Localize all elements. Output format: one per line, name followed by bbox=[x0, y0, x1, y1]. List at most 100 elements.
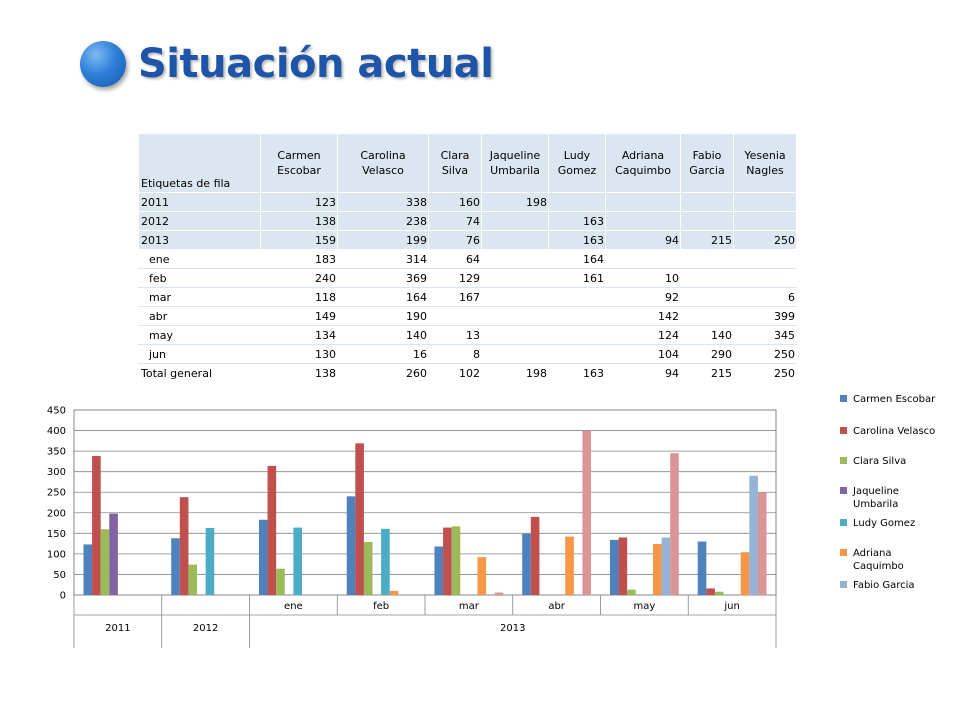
table-cell: 94 bbox=[605, 230, 681, 250]
bar[interactable] bbox=[451, 526, 461, 595]
bar[interactable] bbox=[618, 537, 628, 595]
table-cell: 238 bbox=[337, 211, 429, 231]
bar[interactable] bbox=[188, 564, 198, 595]
legend-entry[interactable]: Carmen Escobar bbox=[840, 394, 936, 405]
bar-chart: 0 50 100 150 200 250 300 350 400 450 ene feb mar abr m… bbox=[47, 394, 936, 648]
bar[interactable] bbox=[627, 589, 636, 595]
bar[interactable] bbox=[381, 528, 390, 595]
bar[interactable] bbox=[434, 546, 444, 595]
bar[interactable] bbox=[697, 541, 707, 595]
table-cell: 140 bbox=[680, 325, 734, 345]
bar[interactable] bbox=[83, 544, 93, 595]
y-tick-label: 0 bbox=[60, 591, 66, 602]
row-label[interactable]: feb bbox=[138, 268, 261, 288]
table-cell: 290 bbox=[680, 344, 734, 364]
table-cell bbox=[680, 211, 734, 231]
column-header[interactable]: Jaqueline Umbarila bbox=[481, 133, 549, 193]
bar[interactable] bbox=[363, 541, 373, 595]
legend-label: Jaqueline bbox=[852, 486, 899, 497]
legend-label: Umbarila bbox=[853, 499, 898, 510]
bar[interactable] bbox=[477, 557, 487, 595]
y-tick-label: 150 bbox=[47, 529, 66, 540]
table-cell bbox=[548, 192, 606, 212]
legend-entry[interactable]: Jaqueline Umbarila bbox=[840, 486, 899, 510]
bar[interactable] bbox=[267, 465, 277, 595]
bar[interactable] bbox=[530, 516, 540, 595]
bar[interactable] bbox=[494, 592, 504, 595]
table-cell bbox=[733, 192, 797, 212]
table-row: Total general 138 260 102 198 163 94 215 250 bbox=[138, 363, 797, 383]
bar[interactable] bbox=[276, 568, 285, 595]
bar[interactable] bbox=[179, 497, 189, 595]
bar[interactable] bbox=[443, 527, 452, 595]
bar[interactable] bbox=[706, 588, 715, 595]
row-label[interactable]: ene bbox=[138, 249, 261, 269]
legend-swatch bbox=[840, 395, 847, 402]
row-label[interactable]: 2012 bbox=[138, 211, 261, 231]
bar[interactable] bbox=[661, 537, 671, 595]
table-cell bbox=[605, 211, 681, 231]
bar[interactable] bbox=[171, 538, 180, 595]
bar[interactable] bbox=[100, 529, 110, 595]
table-cell: 164 bbox=[337, 287, 429, 307]
legend-entry[interactable]: Clara Silva bbox=[840, 456, 906, 467]
table-cell bbox=[680, 287, 734, 307]
legend-entry[interactable]: Adriana Caquimbo bbox=[840, 548, 904, 572]
bar[interactable] bbox=[565, 536, 574, 595]
table-cell bbox=[680, 306, 734, 326]
row-label[interactable]: abr bbox=[138, 306, 261, 326]
row-label[interactable]: Total general bbox=[138, 363, 261, 383]
bar[interactable] bbox=[389, 590, 399, 595]
bar[interactable] bbox=[714, 591, 724, 595]
bar[interactable] bbox=[670, 453, 679, 595]
table-cell bbox=[605, 249, 681, 269]
column-header[interactable]: Carmen Escobar bbox=[260, 133, 338, 193]
table-header-row: Etiquetas de fila Carmen Escobar Carolin… bbox=[138, 133, 797, 193]
table-cell: 198 bbox=[481, 192, 549, 212]
column-header[interactable]: Clara Silva bbox=[428, 133, 482, 193]
column-header[interactable]: Yesenia Nagles bbox=[733, 133, 797, 193]
legend-swatch bbox=[840, 487, 847, 494]
table-cell: 314 bbox=[337, 249, 429, 269]
table-cell bbox=[680, 192, 734, 212]
bar[interactable] bbox=[740, 552, 750, 595]
legend-entry[interactable]: Fabio Garcia bbox=[840, 580, 915, 591]
bar[interactable] bbox=[522, 533, 531, 595]
row-label[interactable]: mar bbox=[138, 287, 261, 307]
table-cell bbox=[733, 268, 797, 288]
legend-entry[interactable]: Carolina Velasco bbox=[840, 426, 935, 437]
table-cell: 183 bbox=[260, 249, 338, 269]
table-cell: 164 bbox=[548, 249, 606, 269]
bar[interactable] bbox=[92, 456, 101, 595]
legend-entry[interactable]: Ludy Gomez bbox=[840, 518, 915, 529]
bar[interactable] bbox=[582, 430, 592, 595]
legend-label: Clara Silva bbox=[853, 456, 906, 467]
bar[interactable] bbox=[205, 527, 215, 595]
column-header[interactable]: Carolina Velasco bbox=[337, 133, 429, 193]
bar[interactable] bbox=[355, 443, 364, 595]
row-label[interactable]: 2013 bbox=[138, 230, 261, 250]
bar[interactable] bbox=[293, 527, 302, 595]
bar[interactable] bbox=[109, 513, 118, 595]
bar[interactable] bbox=[346, 496, 356, 595]
row-label[interactable]: may bbox=[138, 325, 261, 345]
bar[interactable] bbox=[749, 475, 758, 595]
table-row: mar 118 164 167 92 6 bbox=[138, 287, 797, 307]
bar[interactable] bbox=[609, 539, 619, 595]
legend-swatch bbox=[840, 549, 847, 556]
column-header[interactable]: Adriana Caquimbo bbox=[605, 133, 681, 193]
bar[interactable] bbox=[652, 544, 662, 595]
table-cell: 399 bbox=[733, 306, 797, 326]
column-header[interactable]: Ludy Gomez bbox=[548, 133, 606, 193]
table-cell bbox=[680, 268, 734, 288]
bar[interactable] bbox=[757, 492, 767, 595]
table-cell: 163 bbox=[548, 363, 606, 383]
bar[interactable] bbox=[258, 519, 268, 595]
table-cell: 250 bbox=[733, 230, 797, 250]
y-tick-label: 350 bbox=[47, 447, 66, 458]
row-label[interactable]: jun bbox=[138, 344, 261, 364]
column-header[interactable]: Fabio Garcia bbox=[680, 133, 734, 193]
table-cell: 159 bbox=[260, 230, 338, 250]
row-label[interactable]: 2011 bbox=[138, 192, 261, 212]
y-tick-label: 450 bbox=[47, 406, 66, 417]
